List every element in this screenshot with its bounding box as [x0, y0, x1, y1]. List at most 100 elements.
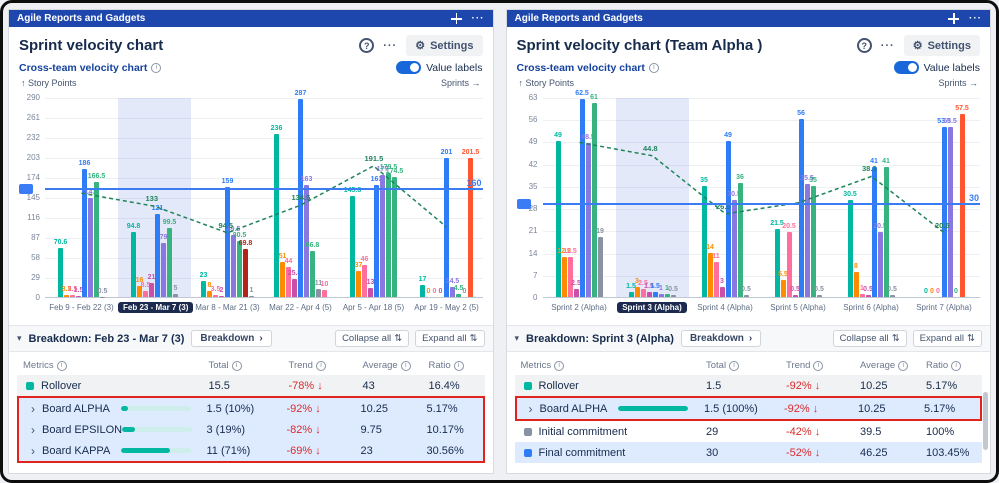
bar[interactable]: 57.5 [955, 105, 969, 297]
bar[interactable]: 49 [554, 132, 562, 297]
bar[interactable]: 44 [285, 258, 292, 297]
target-line-marker[interactable] [19, 183, 33, 194]
bar[interactable]: 62.5 [575, 90, 589, 297]
x-axis-label[interactable]: Sprint 5 (Alpha) [770, 303, 826, 312]
bar[interactable]: 201 [441, 149, 452, 297]
expand-chevron-icon[interactable]: › [31, 422, 35, 437]
bar[interactable]: 37 [355, 262, 362, 297]
x-axis-label[interactable]: Feb 9 - Feb 22 (3) [49, 303, 114, 312]
bar[interactable]: 166.5 [88, 173, 105, 297]
bar[interactable]: 41 [882, 158, 890, 297]
bar[interactable]: 13 [367, 279, 374, 297]
bar[interactable]: 236 [271, 125, 282, 297]
bar[interactable]: 1.5 [74, 287, 83, 297]
bar[interactable]: 145.8 [344, 187, 361, 297]
info-icon[interactable]: i [898, 360, 909, 371]
collapse-all-button[interactable]: Collapse all ⇅ [832, 330, 907, 347]
table-row[interactable]: › Board ALPHA 1.5 (100%) -92% ↓ 10.25 5.17% [516, 398, 980, 419]
table-row[interactable]: › Board EPSILON 3 (19%) -82% ↓ 9.75 10.17% [19, 419, 483, 440]
bar[interactable]: 36 [736, 174, 744, 297]
bar[interactable]: 5.5 [778, 271, 788, 297]
bar[interactable]: 41 [870, 158, 878, 297]
bar[interactable]: 99.5 [163, 219, 176, 297]
more-options-icon[interactable]: ··· [383, 39, 398, 52]
bar[interactable]: 3 [719, 278, 725, 297]
bar[interactable]: 35.5 [800, 175, 814, 297]
bar[interactable]: 179.5 [380, 164, 397, 297]
bar[interactable]: 89.5 [227, 226, 240, 297]
bar[interactable]: 0.5 [741, 286, 751, 297]
settings-button[interactable]: ⚙ Settings [406, 35, 483, 56]
bar[interactable]: 30.5 [843, 191, 857, 297]
info-icon[interactable]: i [453, 360, 464, 371]
table-row[interactable]: Rollover 1.5 -92% ↓ 10.25 5.17% [514, 375, 982, 396]
bar[interactable]: 143 [85, 189, 96, 297]
bar[interactable]: 1.5 [626, 283, 636, 297]
bar[interactable]: 0.5 [887, 286, 897, 297]
x-axis-label[interactable]: Apr 5 - Apr 18 (5) [342, 303, 405, 312]
bar[interactable]: 16 [136, 277, 143, 297]
bar[interactable]: 46 [361, 256, 368, 297]
bar[interactable]: 163 [371, 176, 382, 297]
bar[interactable]: 2.5 [638, 280, 648, 297]
breakdown-button[interactable]: Breakdown › [191, 330, 272, 347]
x-axis-label[interactable]: Apr 19 - May 2 (5) [414, 303, 479, 312]
bar[interactable]: 5 [173, 285, 178, 297]
target-line-marker[interactable] [516, 198, 531, 209]
bar[interactable]: 11 [315, 280, 322, 297]
value-labels-toggle[interactable] [396, 61, 422, 74]
table-row[interactable]: Initial commitment 29 -42% ↓ 39.5 100% [514, 421, 982, 442]
expand-all-button[interactable]: Expand all ⇅ [912, 330, 982, 347]
x-axis-label[interactable]: Mar 8 - Mar 21 (3) [195, 303, 260, 312]
bar[interactable]: 70.6 [54, 239, 67, 297]
settings-button[interactable]: ⚙ Settings [903, 35, 980, 56]
x-axis-label[interactable]: Sprint 4 (Alpha) [697, 303, 753, 312]
gadget-header[interactable]: Agile Reports and Gadgets ··· [506, 10, 990, 27]
bar[interactable]: 30.5 [727, 191, 741, 297]
bar[interactable]: 12.5 [563, 248, 577, 297]
collapse-chevron-icon[interactable]: ▾ [17, 333, 22, 343]
x-axis-label[interactable]: Sprint 3 (Alpha) [616, 302, 689, 313]
bar[interactable]: 159 [222, 178, 233, 297]
bar[interactable]: 12.5 [557, 248, 571, 297]
expand-chevron-icon[interactable]: › [31, 443, 35, 458]
move-icon[interactable] [948, 13, 959, 24]
bar[interactable]: 8 [207, 282, 212, 297]
x-axis-label[interactable]: Sprint 6 (Alpha) [843, 303, 899, 312]
bar[interactable]: 121 [152, 205, 163, 297]
help-icon[interactable]: ? [359, 38, 375, 53]
scrollbar[interactable] [983, 392, 988, 450]
info-icon[interactable]: i [951, 360, 962, 371]
bar[interactable]: 14.5 [446, 278, 459, 297]
bar[interactable]: 69.8 [239, 240, 252, 297]
bar[interactable]: 23 [200, 272, 207, 297]
info-icon[interactable]: i [400, 360, 411, 371]
breakdown-button[interactable]: Breakdown › [680, 330, 762, 347]
bar[interactable]: 8.5 [141, 282, 150, 297]
gadget-more-icon[interactable]: ··· [969, 13, 982, 24]
bar[interactable]: 1 [658, 285, 664, 297]
gadget-more-icon[interactable]: ··· [471, 13, 485, 24]
info-icon[interactable]: i [151, 62, 162, 73]
bar[interactable]: 53.5 [937, 118, 951, 297]
x-axis-label[interactable]: Mar 22 - Apr 4 (5) [269, 303, 332, 312]
bar[interactable]: 2.5 [68, 286, 77, 297]
bar[interactable]: 49 [724, 132, 732, 297]
collapse-chevron-icon[interactable]: ▾ [514, 333, 520, 343]
bar[interactable]: 0.5 [668, 286, 678, 297]
x-axis-label[interactable]: Sprint 2 (Alpha) [551, 303, 607, 312]
bar[interactable]: 177 [377, 166, 388, 297]
bar[interactable]: 0.5 [814, 286, 824, 297]
value-labels-toggle[interactable] [893, 61, 919, 74]
bar[interactable]: 94.8 [127, 223, 140, 297]
table-row[interactable]: › Board KAPPA 11 (71%) -69% ↓ 23 30.56% [19, 440, 483, 461]
bar[interactable]: 2.5 [571, 280, 581, 297]
info-icon[interactable]: i [56, 360, 67, 371]
bar[interactable]: 1 [664, 285, 670, 297]
more-options-icon[interactable]: ··· [880, 39, 895, 52]
bar[interactable]: 0.5 [790, 286, 800, 297]
table-row[interactable]: Rollover 15.5 -78% ↓ 43 16.4% [17, 375, 485, 396]
bar[interactable]: 48.5 [581, 134, 595, 297]
info-icon[interactable]: i [315, 360, 326, 371]
bar[interactable]: 14 [706, 244, 714, 297]
